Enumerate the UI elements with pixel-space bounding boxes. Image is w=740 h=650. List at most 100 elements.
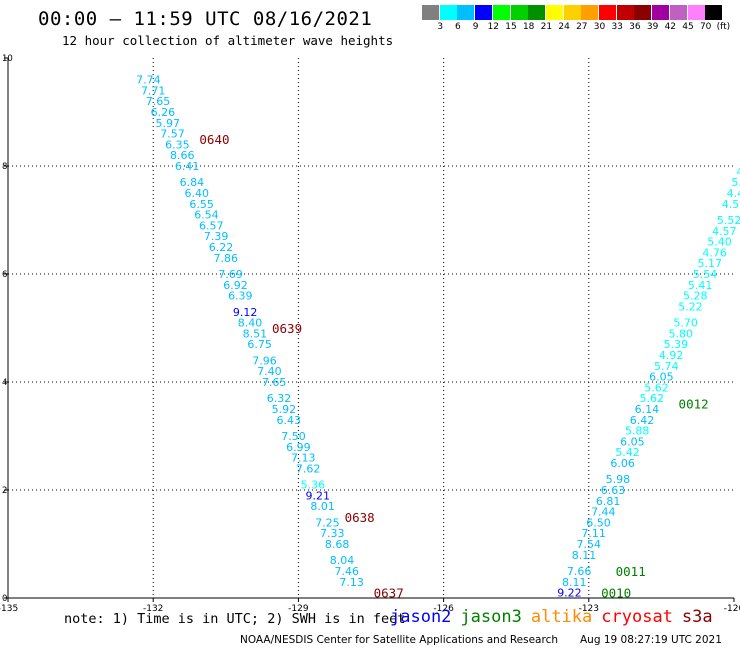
color-scale-swatch xyxy=(581,5,599,20)
x-tick-label: -126 xyxy=(433,604,454,614)
legend-item-s3a: s3a xyxy=(681,607,713,627)
wave-height-point: 7.25 xyxy=(315,516,340,529)
wave-height-point: 6.55 xyxy=(189,198,214,211)
wave-height-point: 4.76 xyxy=(702,246,727,259)
color-scale-swatch xyxy=(634,5,652,20)
wave-height-point: 5.88 xyxy=(625,425,650,438)
color-scale-swatch xyxy=(616,5,634,20)
wave-height-point: 9.21 xyxy=(306,489,331,502)
wave-height-point: 8.04 xyxy=(330,554,355,567)
wave-height-point: 6.84 xyxy=(180,176,205,189)
color-scale-swatch xyxy=(545,5,563,20)
wave-height-point: 7.69 xyxy=(218,268,243,281)
wave-height-point: 8.51 xyxy=(243,327,268,340)
color-scale-swatch xyxy=(510,5,528,20)
wave-height-point: 5.54 xyxy=(693,268,718,281)
wave-height-point: 6.43 xyxy=(276,414,301,427)
color-scale-label: 24 xyxy=(558,22,570,32)
wave-height-point: 7.44 xyxy=(591,506,616,519)
wave-height-point: 9.12 xyxy=(233,306,258,319)
wave-height-point: 5.97 xyxy=(155,117,180,130)
wave-height-point: 6.26 xyxy=(151,106,176,119)
wave-height-point: 8.40 xyxy=(238,317,263,330)
wave-height-point: 5.38 xyxy=(731,176,740,189)
legend-item-altika: altika xyxy=(530,607,593,627)
time-label: 0011 xyxy=(616,564,646,579)
y-tick-label: 6 xyxy=(2,270,7,280)
wave-height-point: 6.06 xyxy=(610,457,635,470)
wave-height-point: 6.57 xyxy=(199,219,224,232)
color-scale-label: 30 xyxy=(593,22,606,32)
wave-height-point: 6.35 xyxy=(165,138,190,151)
legend-item-jason2: jason2 xyxy=(390,607,452,627)
color-scale-label: 15 xyxy=(505,22,517,32)
y-tick-label: 8 xyxy=(2,162,7,172)
chart-title: 00:00 — 11:59 UTC 08/16/2021 xyxy=(38,8,373,30)
units-note: note: 1) Time is in UTC; 2) SWH is in fe… xyxy=(64,611,406,627)
legend-item-cryosat: cryosat xyxy=(601,607,673,627)
wave-height-point: 5.70 xyxy=(673,317,698,330)
wave-height-point: 6.22 xyxy=(209,241,234,254)
wave-height-point: 8.66 xyxy=(170,149,195,162)
color-scale-label: 3 xyxy=(437,22,444,32)
wave-height-point: 7.62 xyxy=(296,462,321,475)
color-scale-label: 21 xyxy=(540,22,553,32)
color-scale-label: 42 xyxy=(664,22,677,32)
color-scale-swatch xyxy=(599,5,616,20)
wave-height-point: 5.74 xyxy=(654,360,679,373)
wave-height-point: 7.54 xyxy=(577,538,602,551)
wave-height-point: 5.17 xyxy=(698,257,723,270)
color-scale-label: 33 xyxy=(611,22,623,32)
wave-height-point: 5.40 xyxy=(707,236,732,249)
wave-height-point: 5.39 xyxy=(664,338,689,351)
wave-height-point: 7.86 xyxy=(214,252,239,265)
wave-height-point: 4.78 xyxy=(736,165,740,178)
x-tick-label: -120 xyxy=(724,604,740,614)
wave-height-point: 7.96 xyxy=(252,354,277,367)
color-scale-label: 18 xyxy=(522,22,535,32)
wave-height-point: 5.62 xyxy=(639,392,664,405)
wave-height-point: 7.74 xyxy=(136,74,161,87)
wave-height-point: 7.57 xyxy=(160,128,185,141)
color-scale-label: 6 xyxy=(455,22,461,32)
wave-height-point: 7.33 xyxy=(320,527,345,540)
wave-height-point: 8.68 xyxy=(325,538,350,551)
color-scale-label: 70 xyxy=(699,22,712,32)
wave-height-point: 6.41 xyxy=(175,160,200,173)
color-scale-swatch xyxy=(705,5,723,20)
x-tick-label: -129 xyxy=(288,604,309,614)
wave-height-point: 8.11 xyxy=(572,549,597,562)
color-scale-swatch xyxy=(457,5,475,20)
wave-height-point: 7.65 xyxy=(262,376,287,389)
wave-height-point: 7.13 xyxy=(339,576,364,589)
wave-height-point: 5.80 xyxy=(669,327,694,340)
wave-height-point: 5.92 xyxy=(272,403,297,416)
color-scale-label: 12 xyxy=(487,22,500,32)
wave-height-point: 5.62 xyxy=(644,381,669,394)
wave-height-point: 8.11 xyxy=(562,576,587,589)
wave-height-point: 6.75 xyxy=(247,338,272,351)
wave-height-point: 6.32 xyxy=(267,392,292,405)
x-tick-label: -123 xyxy=(579,604,599,614)
y-tick-label: 2 xyxy=(2,486,7,496)
color-scale-swatch xyxy=(492,5,510,20)
time-label: 0010 xyxy=(601,586,631,601)
color-scale-label: 27 xyxy=(576,22,588,32)
chart-subtitle: 12 hour collection of altimeter wave hei… xyxy=(62,33,394,48)
color-scale-label: 36 xyxy=(629,22,641,32)
wave-height-point: 4.41 xyxy=(727,187,740,200)
legend-item-jason3: jason3 xyxy=(460,607,522,627)
wave-height-point: 6.40 xyxy=(185,187,210,200)
wave-height-point: 6.05 xyxy=(649,371,674,384)
wave-height-point: 6.54 xyxy=(194,209,219,222)
wave-height-point: 4.51 xyxy=(722,198,740,211)
wave-height-point: 6.63 xyxy=(601,484,626,497)
wave-height-point: 5.41 xyxy=(688,279,713,292)
x-tick-label: -132 xyxy=(143,604,163,614)
credit-text: NOAA/NESDIS Center for Satellite Applica… xyxy=(240,634,558,646)
time-label: 0640 xyxy=(199,132,229,147)
color-scale-swatch xyxy=(439,5,457,20)
color-scale-label: 9 xyxy=(472,22,479,32)
y-tick-label: 10 xyxy=(2,54,13,64)
